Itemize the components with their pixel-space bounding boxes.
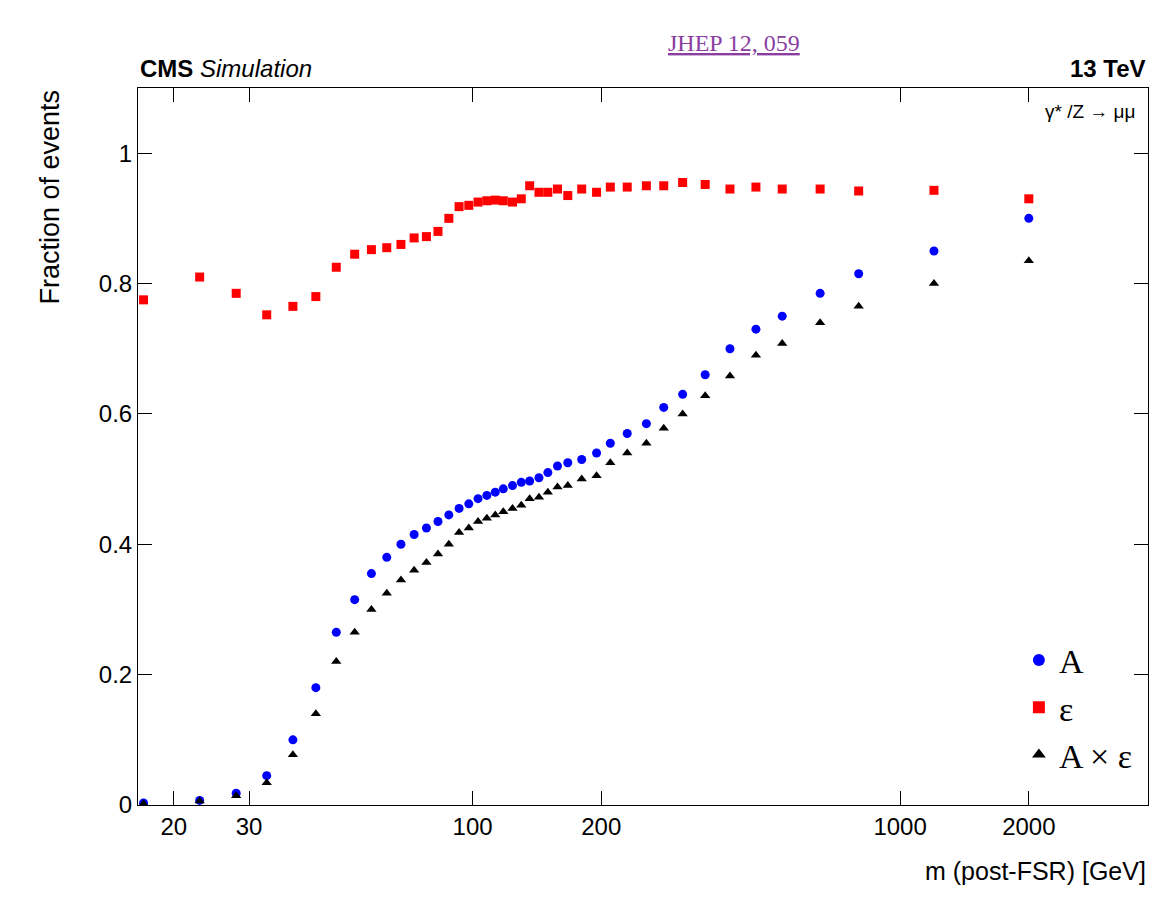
svg-text:m (post-FSR) [GeV]: m (post-FSR) [GeV] <box>925 857 1146 885</box>
svg-text:CMS Simulation: CMS Simulation <box>140 55 312 82</box>
svg-text:1: 1 <box>119 140 132 167</box>
svg-text:30: 30 <box>236 813 263 840</box>
svg-text:JHEP 12, 059: JHEP 12, 059 <box>668 30 800 56</box>
svg-text:Fraction of events: Fraction of events <box>35 90 65 305</box>
svg-text:13 TeV: 13 TeV <box>1070 55 1146 82</box>
svg-text:200: 200 <box>581 813 621 840</box>
svg-text:0: 0 <box>119 791 132 818</box>
svg-text:0.2: 0.2 <box>99 661 132 688</box>
svg-text:0.4: 0.4 <box>99 531 132 558</box>
svg-text:A: A <box>1059 643 1084 680</box>
svg-text:2000: 2000 <box>1002 813 1055 840</box>
svg-text:100: 100 <box>453 813 493 840</box>
svg-text:1000: 1000 <box>873 813 926 840</box>
svg-text:ε: ε <box>1059 691 1073 728</box>
svg-text:γ* /Z → μμ: γ* /Z → μμ <box>1045 101 1136 122</box>
svg-text:A × ε: A × ε <box>1059 738 1132 775</box>
svg-text:20: 20 <box>160 813 187 840</box>
svg-text:0.6: 0.6 <box>99 400 132 427</box>
svg-text:0.8: 0.8 <box>99 270 132 297</box>
